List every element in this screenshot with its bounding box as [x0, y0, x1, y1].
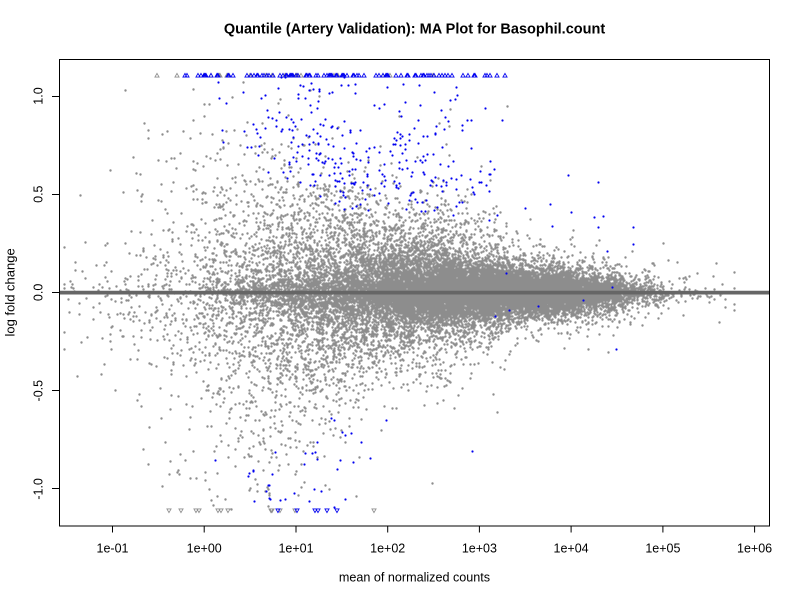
svg-text:log fold change: log fold change — [3, 248, 18, 336]
svg-text:1.0: 1.0 — [32, 87, 46, 104]
svg-text:1e-01: 1e-01 — [97, 542, 129, 556]
svg-text:1e+00: 1e+00 — [187, 542, 222, 556]
svg-text:-1.0: -1.0 — [32, 478, 46, 500]
svg-text:1e+03: 1e+03 — [462, 542, 497, 556]
svg-text:mean of normalized counts: mean of normalized counts — [339, 571, 490, 585]
svg-text:-0.5: -0.5 — [32, 380, 46, 402]
svg-text:0.5: 0.5 — [32, 185, 46, 202]
svg-text:1e+01: 1e+01 — [278, 542, 313, 556]
svg-text:Quantile (Artery Validation):: Quantile (Artery Validation): MA Plot fo… — [224, 22, 605, 38]
svg-text:1e+05: 1e+05 — [645, 542, 680, 556]
svg-text:1e+06: 1e+06 — [737, 542, 772, 556]
svg-text:1e+02: 1e+02 — [370, 542, 405, 556]
svg-text:1e+04: 1e+04 — [554, 542, 589, 556]
svg-text:0.0: 0.0 — [32, 284, 46, 301]
